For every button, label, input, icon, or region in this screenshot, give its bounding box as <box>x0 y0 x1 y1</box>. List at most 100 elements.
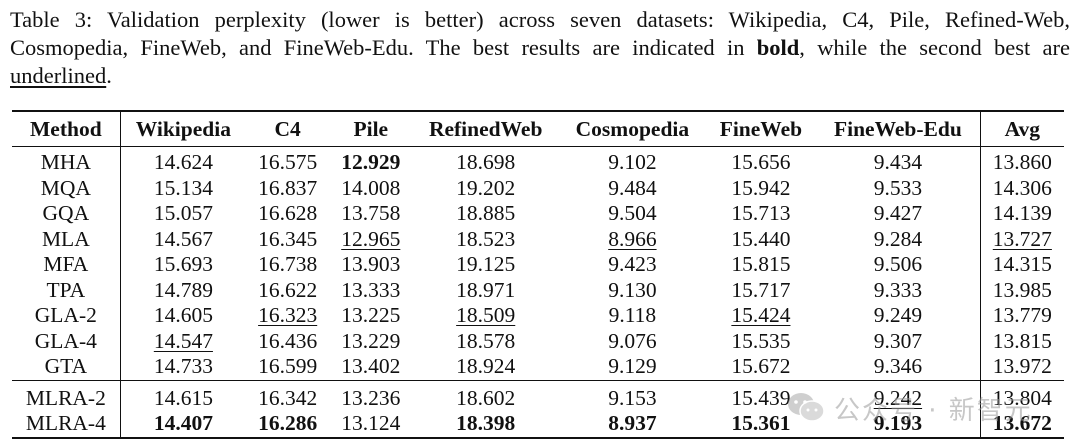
cell-value: 9.102 <box>608 150 657 175</box>
table-row: GQA 15.057 16.628 13.758 18.885 9.504 15.713 9.… <box>12 201 1064 227</box>
table-row: MQA 15.134 16.837 14.008 19.202 9.484 15.942 9.… <box>12 175 1064 202</box>
cell-cosmopedia: 9.484 <box>559 176 706 202</box>
cell-value: 9.506 <box>873 252 923 277</box>
cell-fineweb-edu: 9.333 <box>816 277 981 303</box>
cell-value: 9.434 <box>873 150 923 175</box>
cell-value: 18.578 <box>456 328 516 353</box>
cell-value: 15.057 <box>153 201 213 226</box>
cell-fineweb-edu: 9.249 <box>816 303 981 329</box>
cell-value: 15.942 <box>731 175 791 200</box>
cell-cosmopedia: 9.130 <box>559 278 706 304</box>
cell-value: 16.436 <box>258 328 318 353</box>
header-row: Method Wikipedia C4 Pile RefinedWeb Cosm… <box>12 110 1064 147</box>
cell-value: 13.225 <box>341 303 401 328</box>
cell-refinedweb: 18.698 <box>412 147 559 176</box>
cell-value: 16.599 <box>258 354 318 379</box>
cell-fineweb-edu: 9.193 <box>816 411 981 439</box>
cell-fineweb-edu: 9.242 <box>816 379 981 411</box>
cell-value: 12.965 <box>341 226 401 251</box>
cell-value: 18.398 <box>456 411 516 436</box>
cell-value: 14.547 <box>153 328 213 353</box>
cell-fineweb-edu: 9.533 <box>816 175 981 201</box>
cell-value: 13.815 <box>992 328 1052 353</box>
cell-cosmopedia: 9.504 <box>559 201 706 227</box>
cell-value: 19.202 <box>456 175 516 200</box>
cell-method: MLRA-2 <box>12 379 121 411</box>
cell-fineweb-edu: 9.346 <box>816 354 981 380</box>
cell-value: 16.323 <box>258 303 318 328</box>
cell-method: MFA <box>12 252 121 278</box>
cell-avg: 13.727 <box>980 227 1064 253</box>
cell-fineweb-edu: 9.307 <box>816 328 981 354</box>
cell-wikipedia: 14.605 <box>120 303 246 329</box>
cell-value: 13.236 <box>341 385 401 410</box>
cell-pile: 13.903 <box>329 252 412 278</box>
cell-value: 9.118 <box>608 303 657 328</box>
cell-fineweb: 15.942 <box>706 176 816 202</box>
cell-value: 13.860 <box>992 150 1052 175</box>
cell-pile: 13.225 <box>329 303 412 329</box>
cell-cosmopedia: 9.076 <box>559 329 706 355</box>
cell-method: TPA <box>12 277 121 303</box>
table-row: MLRA-2 14.615 16.342 13.236 18.602 9.153 15.43… <box>12 379 1064 411</box>
cell-value: 8.966 <box>608 226 657 251</box>
cell-value: 18.924 <box>456 354 516 379</box>
cell-value: 14.008 <box>341 175 401 200</box>
header-refinedweb: RefinedWeb <box>412 110 560 147</box>
table-header: Method Wikipedia C4 Pile RefinedWeb Cosm… <box>12 110 1064 147</box>
cell-fineweb: 15.535 <box>706 329 816 355</box>
cell-pile: 13.758 <box>329 201 412 227</box>
cell-refinedweb: 18.578 <box>412 329 559 355</box>
caption-text-2: , while the second best are <box>799 35 1070 60</box>
cell-value: 15.717 <box>731 277 791 302</box>
cell-value: 15.693 <box>153 252 213 277</box>
cell-c4: 16.837 <box>246 176 329 202</box>
cell-c4: 16.345 <box>246 227 329 253</box>
cell-value: 16.575 <box>258 150 318 175</box>
cell-method: MQA <box>12 175 121 201</box>
cell-value: 14.789 <box>153 277 213 302</box>
header-avg: Avg <box>980 110 1064 147</box>
cell-avg: 13.804 <box>980 379 1064 411</box>
cell-value: 16.738 <box>258 252 318 277</box>
cell-method: MLRA-4 <box>12 411 121 439</box>
cell-avg: 14.306 <box>980 176 1064 202</box>
cell-value: 9.076 <box>608 328 657 353</box>
cell-method: GTA <box>12 354 121 380</box>
cell-value: 13.672 <box>992 411 1052 436</box>
cell-cosmopedia: 9.118 <box>559 303 706 329</box>
cell-value: 9.153 <box>608 385 657 410</box>
cell-value: 8.937 <box>608 411 657 436</box>
cell-wikipedia: 14.624 <box>120 147 246 176</box>
cell-value: 14.567 <box>153 226 213 251</box>
cell-wikipedia: 14.547 <box>120 329 246 355</box>
cell-value: 19.125 <box>456 252 516 277</box>
cell-c4: 16.738 <box>246 252 329 278</box>
cell-value: 9.423 <box>608 252 657 277</box>
cell-value: 12.929 <box>341 150 401 175</box>
table-row: MLRA-4 14.407 16.286 13.124 18.398 8.937 15.36… <box>12 411 1064 439</box>
cell-value: 16.286 <box>258 411 318 436</box>
cell-value: 13.804 <box>992 385 1052 410</box>
cell-refinedweb: 18.523 <box>412 227 559 253</box>
table-row: TPA 14.789 16.622 13.333 18.971 9.130 15.717 9.… <box>12 277 1064 304</box>
cell-refinedweb: 18.971 <box>412 278 559 304</box>
cell-fineweb-edu: 9.506 <box>816 252 981 278</box>
cell-wikipedia: 14.733 <box>120 354 246 380</box>
cell-c4: 16.622 <box>246 278 329 304</box>
cell-value: 13.124 <box>341 411 401 436</box>
cell-refinedweb: 18.602 <box>412 379 560 411</box>
caption-text-3: . <box>106 63 112 88</box>
cell-avg: 13.860 <box>980 147 1064 176</box>
cell-wikipedia: 14.615 <box>120 379 247 411</box>
caption-text-1: Table 3: Validation perplexity (lower is… <box>10 7 1070 60</box>
cell-value: 13.229 <box>341 328 401 353</box>
cell-value: 15.134 <box>153 175 213 200</box>
table-row: GTA 14.733 16.599 13.402 18.924 9.129 15.672 9.… <box>12 354 1064 380</box>
cell-value: 15.672 <box>731 354 791 379</box>
header-wikipedia: Wikipedia <box>120 110 247 147</box>
cell-wikipedia: 14.567 <box>120 227 246 253</box>
cell-value: 13.333 <box>341 277 401 302</box>
cell-value: 9.533 <box>873 175 923 200</box>
cell-value: 15.656 <box>731 150 791 175</box>
